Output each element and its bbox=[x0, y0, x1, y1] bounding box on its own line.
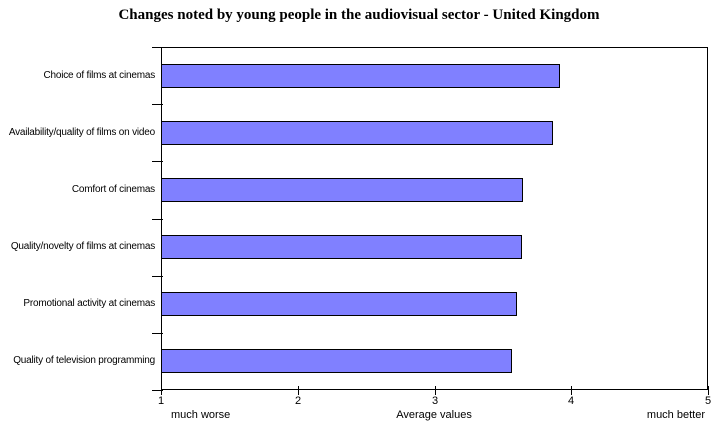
category-label: Quality of television programming bbox=[13, 355, 155, 367]
category-label: Comfort of cinemas bbox=[71, 183, 155, 195]
x-axis-tick bbox=[298, 386, 299, 395]
y-axis-tick bbox=[152, 276, 163, 277]
bar-3 bbox=[161, 235, 523, 260]
category-label: Choice of films at cinemas bbox=[43, 69, 155, 81]
bar-2 bbox=[161, 177, 524, 202]
x-tick-label: 1 bbox=[157, 395, 165, 407]
category-label: Promotional activity at cinemas bbox=[23, 298, 155, 310]
x-tick-label: 2 bbox=[294, 395, 302, 407]
x-tick-label: 5 bbox=[704, 395, 712, 407]
category-label: Quality/novelty of films at cinemas bbox=[10, 241, 155, 253]
bar-1 bbox=[161, 120, 554, 145]
bar-4 bbox=[161, 292, 517, 317]
x-axis-tick bbox=[571, 386, 572, 395]
x-tick-label: 3 bbox=[431, 395, 439, 407]
bar-5 bbox=[161, 349, 513, 374]
bar-0 bbox=[161, 63, 561, 88]
x-axis-tick bbox=[435, 386, 436, 395]
plot-area bbox=[161, 47, 708, 390]
y-axis-tick bbox=[152, 161, 163, 162]
y-axis-tick bbox=[152, 47, 163, 48]
x-axis-min-label: much worse bbox=[171, 409, 231, 421]
x-tick-label: 4 bbox=[567, 395, 575, 407]
x-axis-title: Average values bbox=[396, 409, 472, 421]
chart-title: Changes noted by young people in the aud… bbox=[118, 7, 600, 23]
category-label: Availability/quality of films on video bbox=[8, 126, 155, 138]
y-axis-tick bbox=[152, 390, 163, 391]
x-axis-max-label: much better bbox=[646, 409, 705, 421]
x-axis-tick bbox=[708, 386, 709, 395]
y-axis-tick bbox=[152, 219, 163, 220]
y-axis-tick bbox=[152, 333, 163, 334]
y-axis-tick bbox=[152, 104, 163, 105]
